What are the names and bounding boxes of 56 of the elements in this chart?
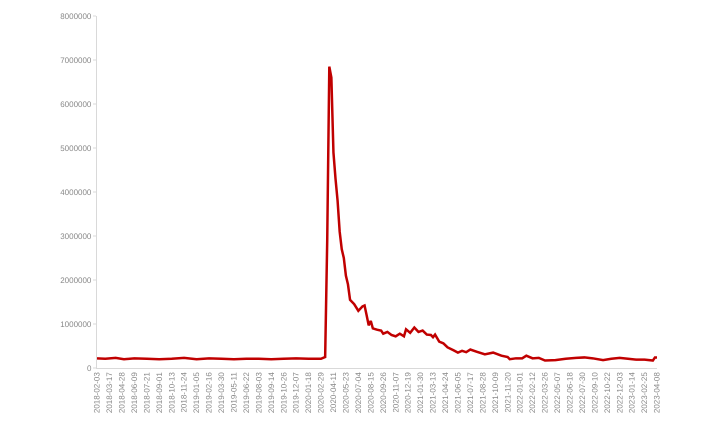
- x-tick-label: 2021-10-09: [490, 372, 500, 414]
- x-tick-label: 2020-09-26: [378, 372, 388, 414]
- x-tick-label: 2023-04-08: [652, 372, 662, 414]
- x-tick-label: 2018-06-09: [130, 372, 139, 414]
- y-tick-label: 3000000: [60, 232, 92, 241]
- y-tick-label: 7000000: [60, 56, 92, 65]
- y-tick-label: 6000000: [60, 100, 92, 109]
- x-tick-label: 2020-05-23: [341, 372, 350, 414]
- x-tick-label: 2019-09-14: [266, 372, 276, 414]
- x-tick-label: 2021-01-30: [416, 372, 426, 414]
- x-tick-label: 2022-02-12: [528, 372, 538, 414]
- x-tick-label: 2020-01-18: [304, 372, 314, 414]
- x-tick-label: 2022-09-10: [590, 372, 600, 414]
- y-tick-label: 0: [86, 364, 92, 373]
- x-tick-label: 2019-10-26: [279, 372, 288, 414]
- x-tick-label: 2019-12-07: [292, 372, 301, 414]
- x-tick-label: 2021-06-05: [453, 372, 462, 414]
- x-tick-label: 2022-06-18: [565, 372, 574, 414]
- x-tick-label: 2022-03-26: [540, 372, 550, 414]
- y-tick-label: 4000000: [60, 188, 92, 197]
- x-tick-label: 2020-12-19: [404, 372, 413, 414]
- x-tick-label: 2022-07-30: [578, 372, 587, 414]
- x-tick-label: 2021-11-20: [503, 372, 512, 413]
- x-tick-label: 2020-02-29: [316, 372, 326, 414]
- x-tick-label: 2018-11-24: [180, 372, 189, 413]
- x-tick-label: 2022-10-22: [602, 372, 612, 414]
- x-tick-label: 2020-08-15: [366, 372, 376, 414]
- x-tick-label: 2022-01-01: [516, 372, 525, 414]
- y-tick-label: 1000000: [60, 320, 92, 329]
- x-tick-label: 2021-03-13: [428, 372, 438, 414]
- x-tick-label: 2021-07-17: [466, 372, 475, 414]
- x-tick-label: 2021-08-28: [478, 372, 488, 414]
- x-tick-label: 2018-10-13: [167, 372, 176, 414]
- x-tick-label: 2018-04-28: [117, 372, 126, 414]
- x-tick-label: 2023-02-25: [640, 372, 650, 414]
- x-tick-label: 2020-11-07: [391, 372, 400, 413]
- x-tick-label: 2019-08-03: [254, 372, 264, 414]
- y-tick-label: 8000000: [60, 12, 92, 21]
- x-tick-label: 2020-04-11: [329, 372, 338, 413]
- x-tick-label: 2022-05-07: [553, 372, 562, 414]
- line-series: [97, 65, 657, 362]
- x-tick-label: 2019-06-22: [242, 372, 251, 414]
- x-tick-label: 2022-12-03: [615, 372, 624, 414]
- x-tick-label: 2019-01-05: [192, 372, 202, 414]
- x-tick-label: 2018-02-03: [92, 372, 102, 414]
- x-tick-label: 2018-09-01: [154, 372, 164, 414]
- y-tick-label: 2000000: [60, 276, 92, 285]
- x-tick-label: 2019-03-30: [217, 372, 226, 414]
- x-tick-label: 2019-05-11: [229, 372, 238, 413]
- x-tick-label: 2018-07-21: [142, 372, 152, 414]
- x-tick-label: 2018-03-17: [105, 372, 114, 414]
- x-tick-label: 2019-02-16: [204, 372, 214, 414]
- x-tick-label: 2023-01-14: [628, 372, 637, 414]
- y-tick-label: 5000000: [60, 144, 92, 153]
- x-tick-label: 2020-07-04: [354, 372, 363, 414]
- x-tick-label: 2021-04-24: [441, 372, 450, 414]
